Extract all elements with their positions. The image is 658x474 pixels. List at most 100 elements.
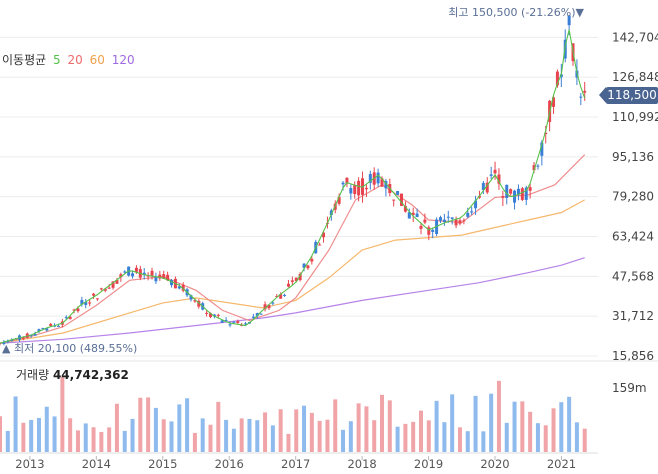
candle-body <box>49 323 53 326</box>
candle-body <box>427 227 431 235</box>
volume-bar <box>224 419 229 452</box>
candle-body <box>493 169 497 174</box>
volume-bar <box>496 380 501 452</box>
volume-bar <box>481 431 486 452</box>
volume-bar <box>91 427 96 452</box>
candle-body <box>364 187 368 190</box>
candle-body <box>205 312 209 314</box>
legend-ma60[interactable]: 60 <box>89 53 105 67</box>
candle-body <box>56 325 60 327</box>
volume-bar <box>364 406 369 452</box>
legend-ma20[interactable]: 20 <box>67 53 83 67</box>
volume-bar <box>216 401 221 452</box>
candle-body <box>279 294 283 299</box>
candle-body <box>450 217 454 219</box>
candle-body <box>92 293 96 296</box>
ma60-line <box>0 199 585 344</box>
candle-body <box>224 320 228 322</box>
candle-body <box>154 277 158 282</box>
candle-body <box>400 193 404 206</box>
volume-bar <box>559 402 564 452</box>
candle-body <box>166 274 170 281</box>
volume-bar <box>29 419 34 452</box>
volume-bar <box>21 422 26 452</box>
candle-body <box>131 273 135 277</box>
volume-bar <box>442 422 447 452</box>
volume-bar <box>302 405 307 452</box>
candle-body <box>134 267 138 272</box>
x-tick-label: 2016 <box>215 457 244 471</box>
high-marker-icon: ▼ <box>575 6 584 19</box>
candle-body <box>68 316 72 319</box>
candle-body <box>150 270 154 276</box>
candle-body <box>516 188 520 195</box>
volume-bar <box>457 427 462 452</box>
volume-bar <box>403 423 408 452</box>
y-tick-label: 31,712 <box>612 309 654 323</box>
candle-body <box>337 196 341 204</box>
volume-bar <box>5 430 10 452</box>
candle-body <box>318 244 322 246</box>
candle-body <box>72 309 76 311</box>
volume-bar <box>263 412 268 452</box>
volume-bar <box>473 395 478 452</box>
volume-bar <box>426 420 431 452</box>
volume-bar <box>169 421 174 452</box>
volume-value: 44,742,362 <box>52 368 129 382</box>
volume-bar <box>465 431 470 452</box>
candle-body <box>111 281 115 288</box>
candle-body <box>197 300 201 307</box>
volume-bar <box>372 420 377 452</box>
high-prefix: 최고 <box>448 6 469 19</box>
volume-bar <box>44 406 49 452</box>
candle-body <box>431 229 435 232</box>
volume-bar <box>567 396 572 452</box>
volume-bar <box>52 416 57 452</box>
x-tick-label: 2018 <box>347 457 376 471</box>
candle-body <box>298 273 302 281</box>
candle-body <box>95 298 99 300</box>
candle-body <box>481 183 485 191</box>
volume-bar <box>341 429 346 452</box>
candle-body <box>80 300 84 305</box>
legend-ma120[interactable]: 120 <box>111 53 135 67</box>
x-tick-label: 2013 <box>15 457 44 471</box>
volume-bar <box>0 416 2 452</box>
volume-bar <box>333 399 338 452</box>
x-tick-label: 2014 <box>82 457 111 471</box>
candle-body <box>438 217 442 221</box>
y-tick-label: 95,136 <box>612 150 654 164</box>
candle-body <box>267 304 271 309</box>
candle-body <box>462 220 466 222</box>
volume-bar <box>294 409 299 452</box>
candle-body <box>232 321 236 323</box>
candle-body <box>423 219 427 223</box>
volume-bar <box>146 397 151 452</box>
ma120-line <box>0 257 585 344</box>
y-tick-label: 63,424 <box>612 230 654 244</box>
candle-body <box>162 274 166 279</box>
volume-bar <box>286 433 291 452</box>
volume-bar <box>255 420 260 452</box>
candle-body <box>2 341 6 345</box>
volume-bar <box>535 423 540 452</box>
candle-body <box>544 132 548 134</box>
low-price-note: ▲ 최저 20,100 (489.55%) <box>2 340 137 356</box>
candle-body <box>115 280 119 284</box>
volume-bar <box>574 422 579 452</box>
y-tick-label: 142,704 <box>612 30 658 44</box>
candle-body <box>228 324 232 326</box>
legend-ma5[interactable]: 5 <box>53 53 61 67</box>
volume-bar <box>325 419 330 452</box>
candle-body <box>220 320 224 323</box>
volume-bar <box>107 427 112 452</box>
candle-body <box>310 258 314 262</box>
candle-body <box>411 212 415 216</box>
candle-body <box>290 280 294 282</box>
candle-body <box>286 283 290 287</box>
volume-bar <box>99 431 104 452</box>
high-price-note: 최고 150,500 (-21.26%)▼ <box>448 4 584 20</box>
candle-body <box>306 265 310 269</box>
candle-body <box>146 275 150 277</box>
